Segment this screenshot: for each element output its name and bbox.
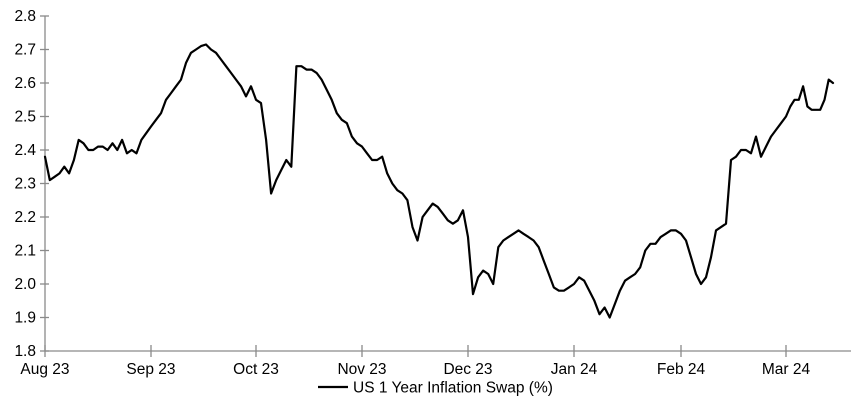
x-tick-label: Dec 23 — [443, 361, 492, 378]
x-tick-label: Mar 24 — [762, 361, 811, 378]
legend: US 1 Year Inflation Swap (%) — [318, 380, 553, 397]
y-tick-label: 2.4 — [14, 142, 36, 159]
y-tick-label: 2.1 — [14, 243, 36, 260]
series-layer — [43, 43, 835, 319]
y-tick-label: 2.3 — [14, 176, 36, 193]
x-tick-label: Aug 23 — [20, 361, 69, 378]
y-tick-label: 2.8 — [14, 8, 36, 25]
x-tick-label: Nov 23 — [337, 361, 386, 378]
legend-label: US 1 Year Inflation Swap (%) — [353, 380, 553, 397]
x-tick-label: Jan 24 — [551, 361, 598, 378]
x-axis-labels: Aug 23 Sep 23 Oct 23 Nov 23 Dec 23 Jan 24 Feb … — [20, 361, 810, 378]
y-tick-label: 1.9 — [14, 310, 36, 327]
y-tick-label: 2.5 — [14, 109, 36, 126]
axes — [40, 15, 851, 357]
x-tick-label: Oct 23 — [233, 361, 279, 378]
y-tick-label: 2.0 — [14, 276, 36, 293]
x-tick-label: Sep 23 — [126, 361, 175, 378]
y-tick-label: 2.6 — [14, 75, 36, 92]
x-tick-label: Feb 24 — [657, 361, 706, 378]
y-tick-label: 1.8 — [14, 343, 36, 360]
y-axis-labels: 1.8 1.9 2.0 2.1 2.2 2.3 2.4 2.5 2.6 2.7 2.8 — [14, 8, 36, 360]
y-tick-label: 2.2 — [14, 209, 36, 226]
y-tick-label: 2.7 — [14, 42, 36, 59]
series-line — [43, 43, 835, 319]
